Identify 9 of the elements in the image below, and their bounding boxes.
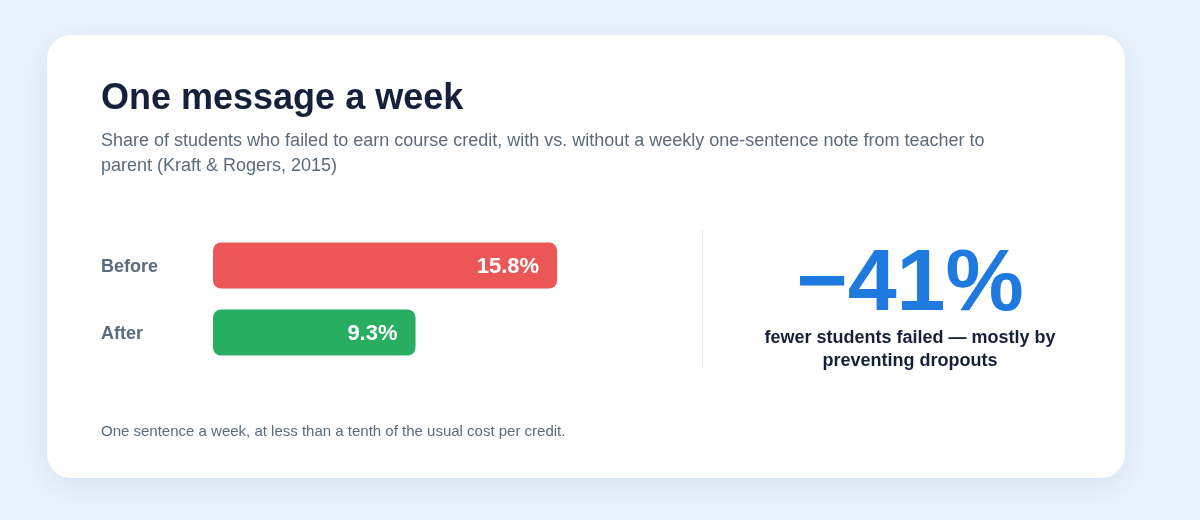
text: −41% bbox=[795, 230, 1025, 329]
chart-title: One message a week bbox=[101, 76, 464, 118]
text: One sentence a week, at less than a tenth of the usual cost per credit. bbox=[101, 422, 566, 439]
y-tick-label: Before bbox=[101, 255, 159, 276]
data-label: 9.3% bbox=[347, 320, 398, 345]
chart-subtitle: Share of students who failed to earn course credit, with vs. without a weekly one-sentence note from teacher to parent (Kraft & Rogers, 2015) bbox=[101, 129, 986, 177]
text: fewer students failed — mostly by preventing dropouts bbox=[763, 326, 1057, 372]
y-tick-label: After bbox=[101, 322, 144, 343]
data-label: 15.8% bbox=[476, 253, 540, 278]
